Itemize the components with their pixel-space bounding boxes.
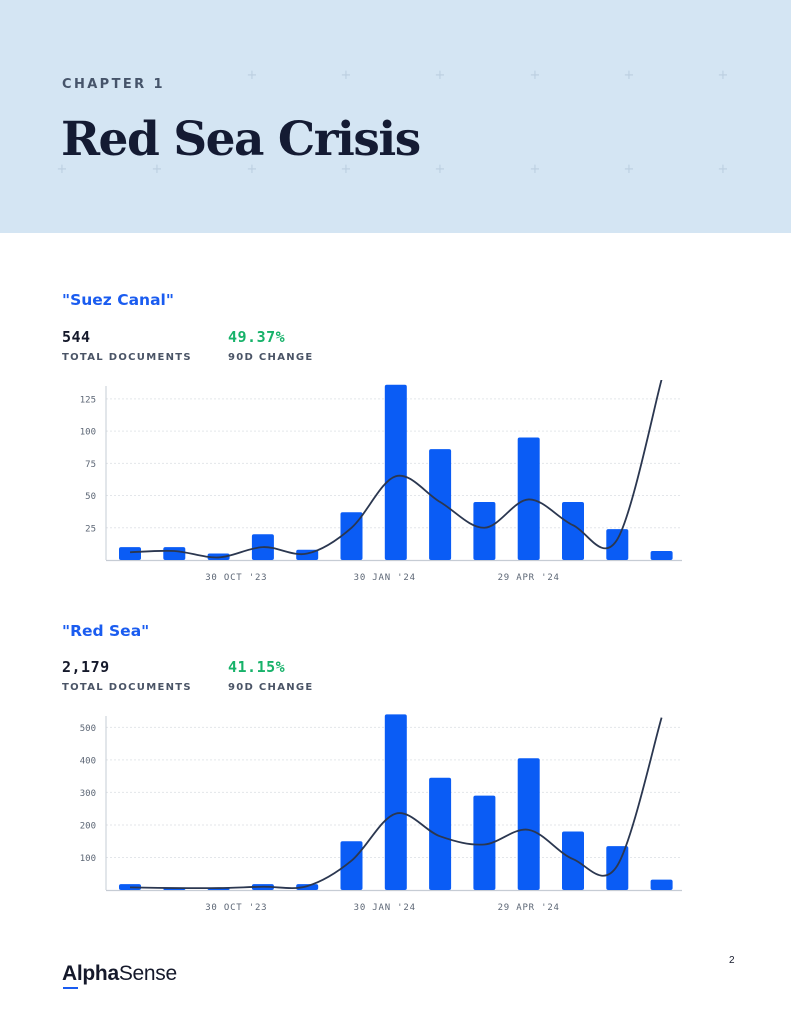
total-documents-label: TOTAL DOCUMENTS: [62, 352, 192, 363]
x-tick-label: 30 JAN '24: [354, 573, 416, 583]
plus-mark: +: [246, 68, 258, 83]
chart-svg-suez-canal: 25 50 75 100 125 30 OCT '23 30 JAN '24 29 APR '…: [80, 380, 682, 583]
plus-mark: +: [623, 68, 635, 83]
total-documents-value: 2,179: [62, 658, 110, 676]
alphasense-logo: AlphaSense: [62, 962, 177, 989]
page-title: Red Sea Crisis: [61, 112, 421, 167]
change-value: 41.15%: [228, 658, 286, 676]
bar: [562, 831, 584, 890]
bar: [163, 547, 186, 560]
plus-mark: +: [717, 68, 729, 83]
bar: [517, 758, 540, 890]
change-label: 90D CHANGE: [228, 352, 314, 363]
bar: [340, 841, 363, 890]
y-tick-label: 125: [80, 395, 96, 405]
bar: [340, 512, 363, 560]
y-tick-label: 75: [85, 460, 96, 470]
total-documents-value: 544: [62, 328, 91, 346]
y-tick-label: 500: [80, 724, 96, 734]
bar: [384, 714, 407, 890]
trend-line: [129, 380, 663, 559]
x-tick-label: 30 OCT '23: [205, 903, 267, 913]
bar: [384, 384, 407, 560]
x-tick-label: 29 APR '24: [498, 573, 560, 583]
x-tick-label: 30 OCT '23: [205, 573, 267, 583]
plus-mark: +: [623, 162, 635, 177]
bar: [650, 550, 673, 560]
y-tick-label: 100: [80, 428, 96, 438]
total-documents-label: TOTAL DOCUMENTS: [62, 682, 192, 693]
bar: [429, 777, 452, 890]
y-tick-label: 100: [80, 854, 96, 864]
plus-mark: +: [529, 162, 541, 177]
bar: [606, 529, 629, 560]
bar: [429, 449, 452, 560]
plus-mark: +: [246, 162, 258, 177]
section-title-red-sea: "Red Sea": [62, 622, 150, 640]
y-tick-label: 25: [85, 524, 96, 534]
chart-red-sea: 100 200 300 400 500 30 OCT '23 30 JAN '24 29 AP…: [0, 710, 791, 940]
plus-mark: +: [434, 68, 446, 83]
bar: [296, 884, 319, 890]
bar: [473, 795, 496, 890]
plus-mark: +: [434, 162, 446, 177]
bar: [473, 502, 496, 560]
plus-mark: +: [529, 68, 541, 83]
bar: [650, 879, 673, 890]
bar: [119, 884, 141, 890]
x-tick-label: 29 APR '24: [498, 903, 560, 913]
chart-suez-canal: 25 50 75 100 125 30 OCT '23 30 JAN '24 29 APR '…: [0, 380, 791, 610]
chapter-header-banner: + + + + + + + + + + + + + + CHAPTER 1 Red Sea Crisis: [0, 0, 791, 233]
plus-mark: +: [340, 68, 352, 83]
change-label: 90D CHANGE: [228, 682, 314, 693]
plus-mark: +: [340, 162, 352, 177]
chart-svg-red-sea: 100 200 300 400 500 30 OCT '23 30 JAN '24 29 AP…: [80, 714, 682, 913]
section-title-suez-canal: "Suez Canal": [62, 291, 174, 309]
y-tick-label: 50: [85, 492, 96, 502]
change-value: 49.37%: [228, 328, 286, 346]
bar: [562, 502, 584, 560]
page-number: 2: [729, 955, 735, 966]
plus-mark: +: [56, 162, 68, 177]
bar: [606, 846, 629, 890]
plus-mark: +: [717, 162, 729, 177]
y-tick-label: 300: [80, 789, 96, 799]
plus-mark: +: [151, 162, 163, 177]
bar: [119, 547, 141, 560]
trend-line: [129, 717, 663, 890]
y-tick-label: 200: [80, 821, 96, 831]
chapter-label: CHAPTER 1: [62, 77, 165, 92]
y-tick-label: 400: [80, 756, 96, 766]
x-tick-label: 30 JAN '24: [354, 903, 416, 913]
